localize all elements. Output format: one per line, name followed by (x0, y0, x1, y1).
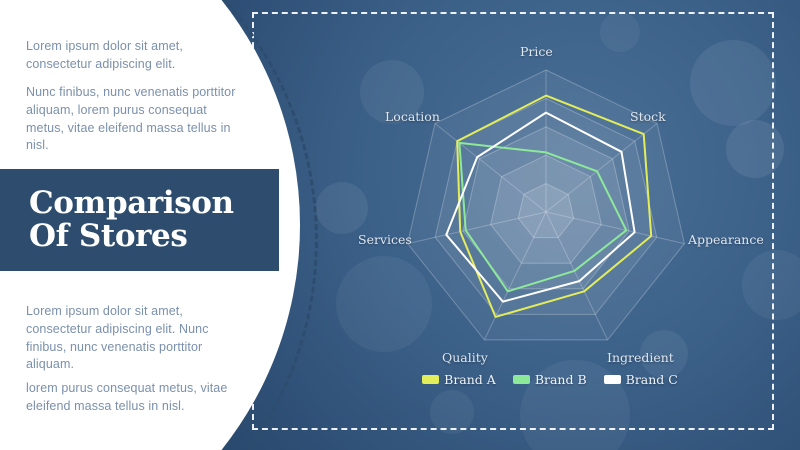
legend-swatch-brand-c (603, 375, 621, 384)
legend-item-brand-b[interactable]: Brand B (512, 372, 587, 387)
axis-label-price: Price (520, 44, 553, 59)
axis-label-stock: Stock (630, 109, 666, 124)
body-paragraph-4: lorem purus consequat metus, vitae eleif… (26, 381, 228, 413)
axis-label-location: Location (385, 109, 440, 124)
legend-swatch-brand-b (512, 375, 530, 384)
legend-item-brand-a[interactable]: Brand A (422, 372, 496, 387)
page-title-line-2: Of Stores (29, 218, 188, 254)
page-title-line-1: Comparison (29, 184, 234, 221)
legend-swatch-brand-a (422, 375, 440, 384)
axis-label-quality: Quality (442, 350, 488, 365)
axis-label-services: Services (358, 232, 412, 247)
body-paragraph-2: Nunc finibus, nunc venenatis porttitor a… (26, 85, 236, 153)
legend-item-brand-c[interactable]: Brand C (603, 372, 678, 387)
radar-chart: Price Stock Appearance Ingredient Qualit… (330, 20, 770, 420)
axis-label-ingredient: Ingredient (607, 350, 674, 365)
curved-dashed-divider (0, 0, 318, 450)
legend-label-brand-b: Brand B (534, 372, 587, 387)
body-paragraph-3: Lorem ipsum dolor sit amet, consectetur … (26, 304, 209, 372)
legend-label-brand-a: Brand A (444, 372, 496, 387)
body-paragraph-1: Lorem ipsum dolor sit amet, consectetur … (26, 39, 183, 71)
radar-chart-svg (407, 69, 685, 341)
page-title: Comparison Of Stores (0, 169, 279, 271)
left-text-column: Lorem ipsum dolor sit amet, consectetur … (0, 0, 300, 450)
axis-label-appearance: Appearance (688, 232, 764, 247)
legend-label-brand-c: Brand C (625, 372, 678, 387)
chart-legend: Brand A Brand B Brand C (330, 372, 770, 387)
